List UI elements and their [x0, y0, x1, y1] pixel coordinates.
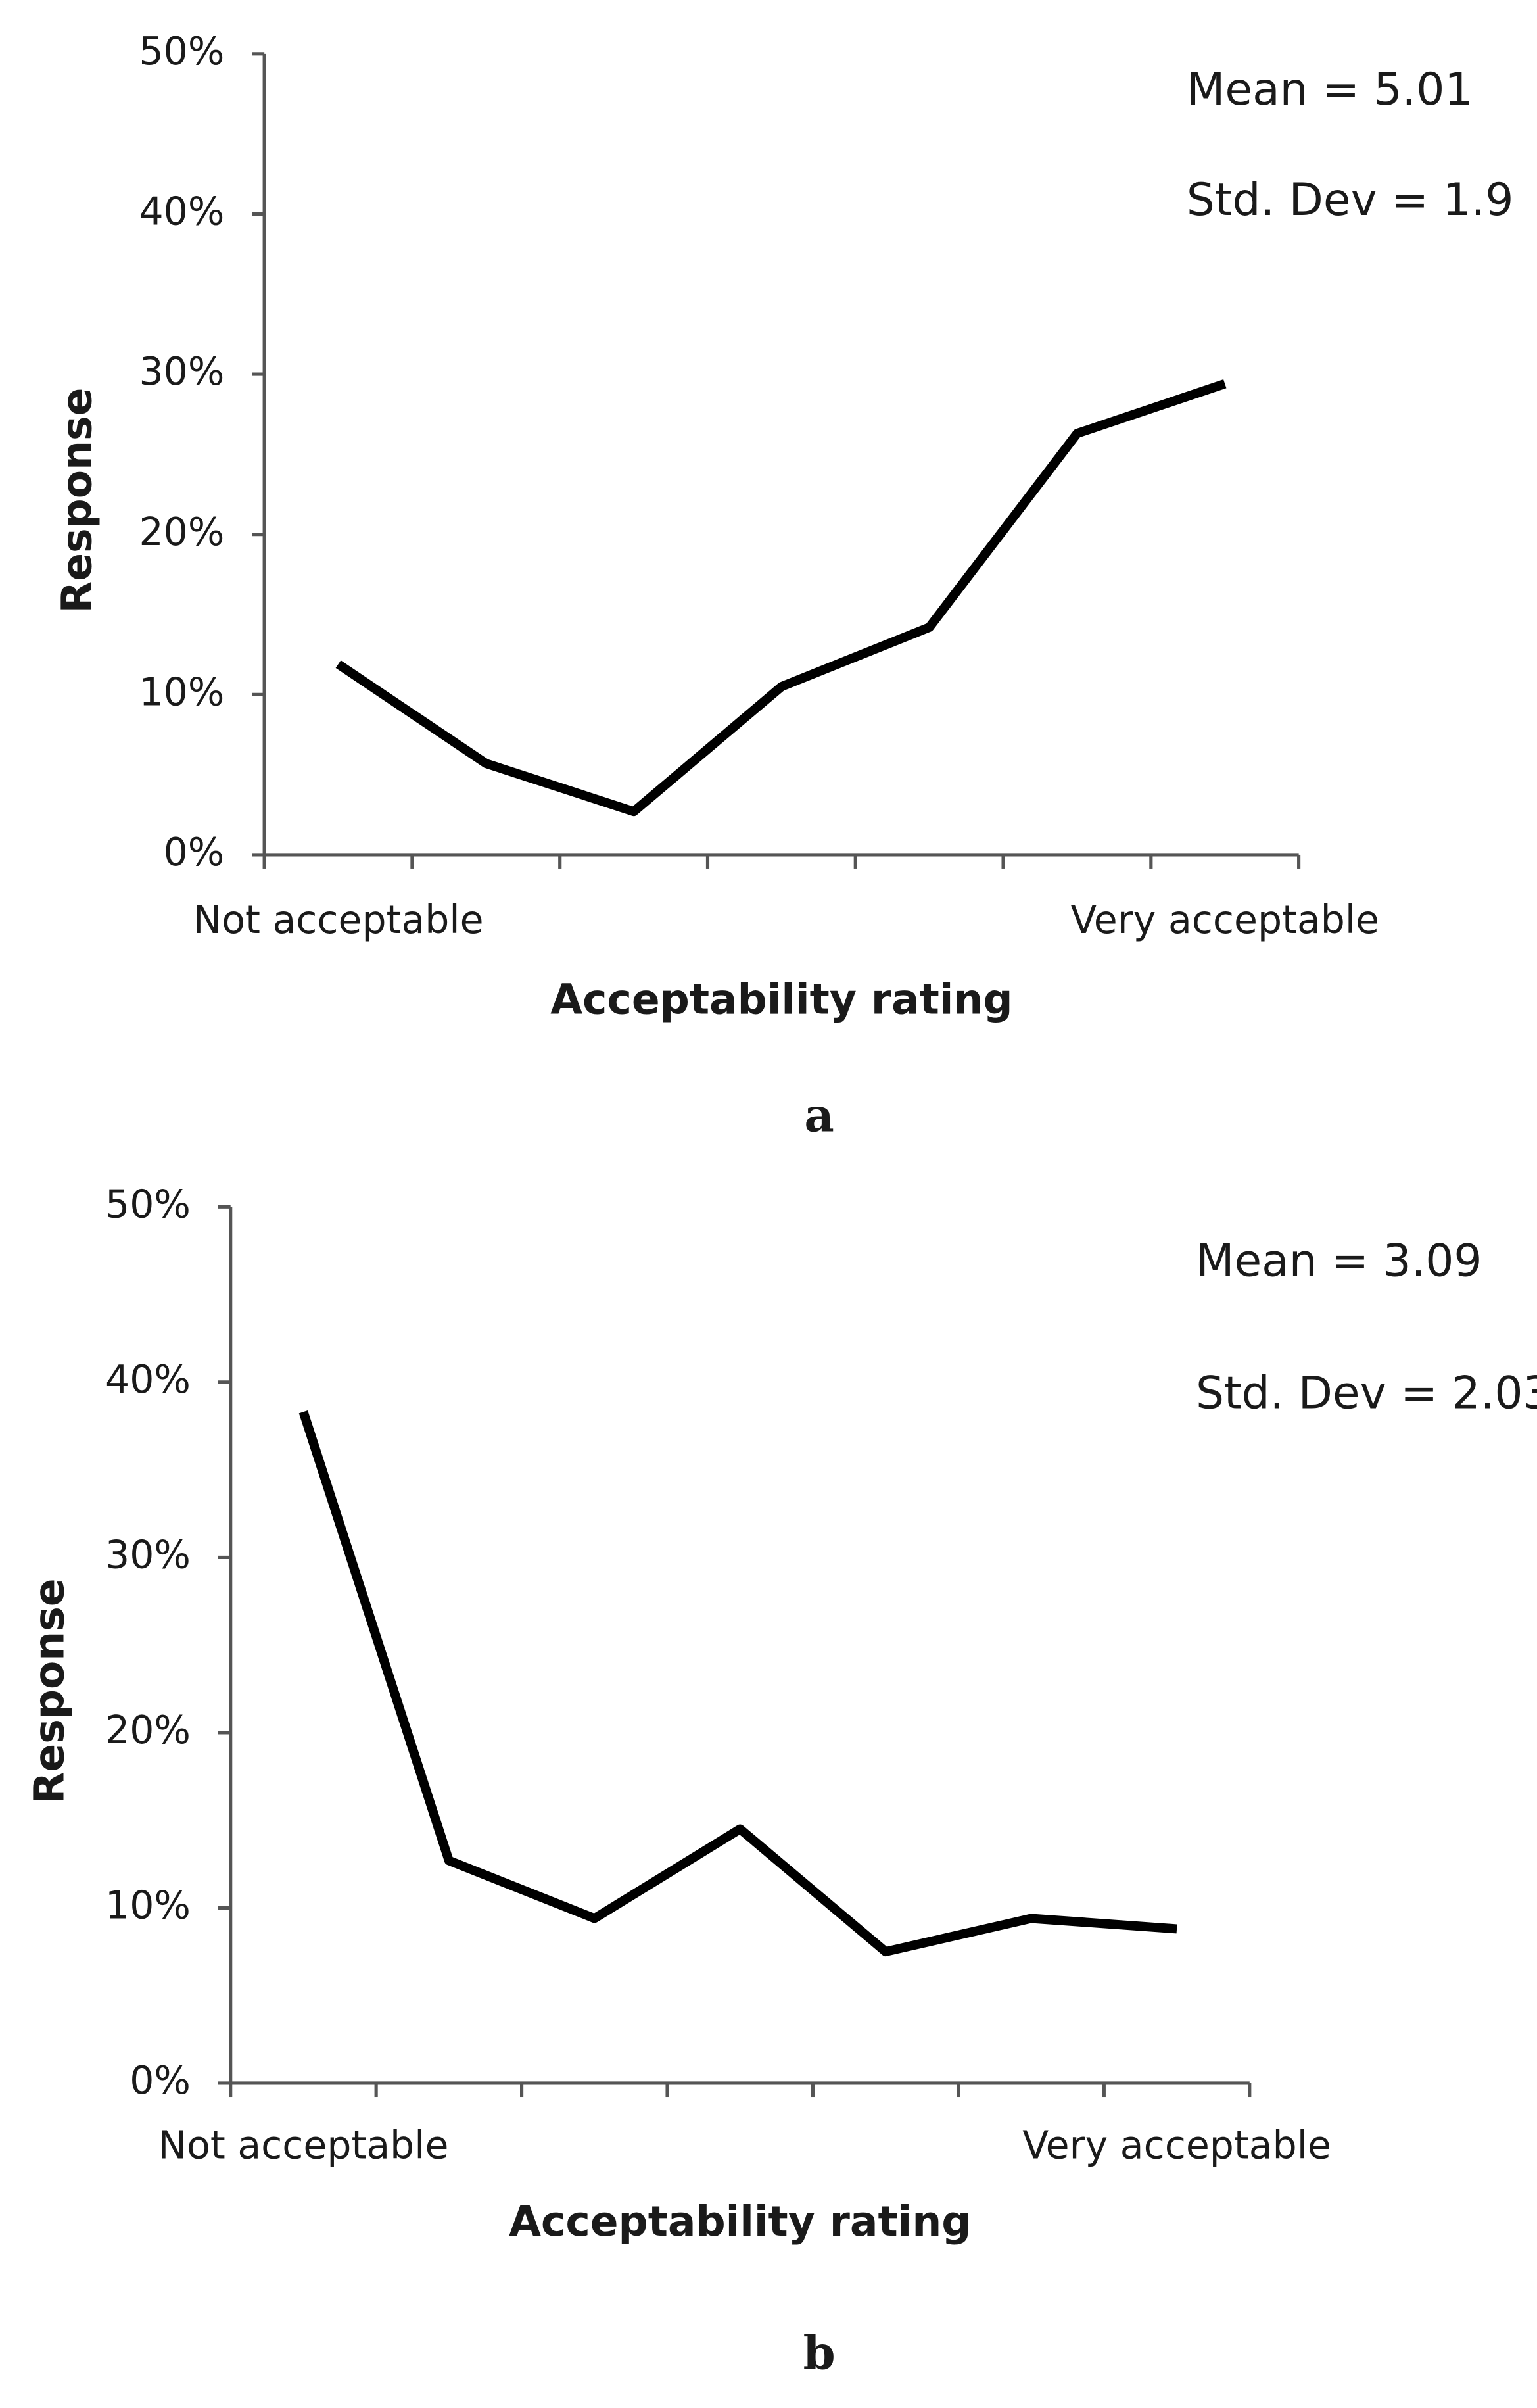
x-tick-label: Very acceptable — [1070, 898, 1379, 942]
y-tick-label: 50% — [139, 29, 224, 74]
x-axis-title: Acceptability rating — [509, 2197, 971, 2246]
annotation: Std. Dev = 2.03 — [1196, 1366, 1537, 1418]
panel-label: a — [804, 1088, 834, 1143]
annotation: Mean = 3.09 — [1196, 1234, 1482, 1286]
annotation: Std. Dev = 1.9 — [1187, 174, 1514, 226]
y-tick-label: 0% — [130, 2058, 191, 2103]
y-tick-label: 0% — [164, 830, 225, 875]
y-tick-label: 20% — [105, 1708, 191, 1752]
data-line — [335, 379, 1227, 817]
x-tick-label: Not acceptable — [158, 2123, 448, 2167]
y-tick-label: 30% — [105, 1532, 191, 1577]
panel-label: b — [803, 2326, 836, 2380]
x-tick-label: Not acceptable — [193, 898, 483, 942]
data-line — [298, 1410, 1177, 1957]
y-tick-label: 20% — [139, 510, 224, 554]
y-tick-label: 10% — [139, 669, 224, 714]
y-axis-title: Response — [53, 388, 101, 614]
y-tick-label: 10% — [105, 1883, 191, 1928]
annotation: Mean = 5.01 — [1187, 63, 1473, 115]
y-axis-title: Response — [25, 1578, 74, 1804]
x-tick-label: Very acceptable — [1022, 2123, 1331, 2167]
y-tick-label: 50% — [105, 1182, 191, 1226]
y-tick-label: 40% — [105, 1357, 191, 1402]
y-tick-label: 30% — [139, 349, 224, 394]
x-axis-title: Acceptability rating — [550, 975, 1012, 1023]
y-tick-label: 40% — [139, 189, 224, 234]
